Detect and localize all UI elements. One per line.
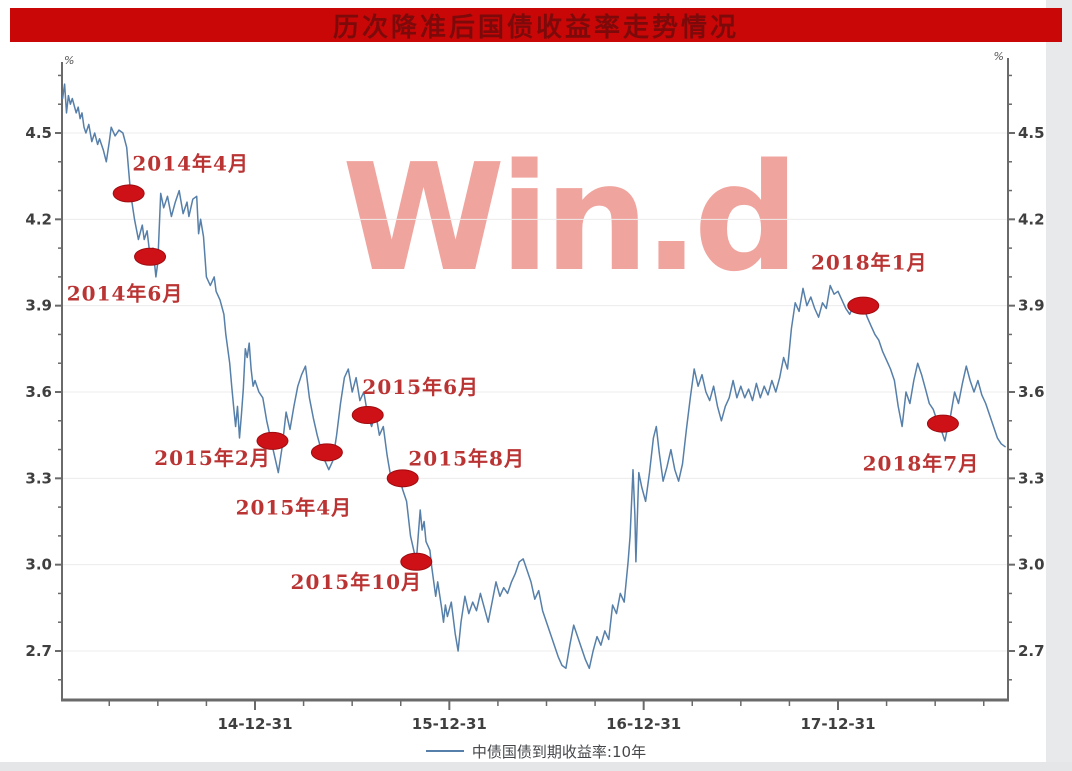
x-tick-label: 14-12-31 — [217, 715, 292, 733]
y-tick-label: 2.7 — [1018, 642, 1045, 660]
chart-title: 历次降准后国债收益率走势情况 — [332, 12, 739, 43]
rrr-cut-label: 2018年1月 — [811, 251, 928, 275]
rrr-cut-label: 2015年2月 — [154, 446, 271, 470]
rrr-cut-marker — [112, 184, 145, 203]
y-unit-label: % — [64, 54, 74, 67]
rrr-cut-marker — [256, 431, 289, 450]
y-tick-label: 3.0 — [25, 556, 52, 574]
bottom-edge-strip — [0, 762, 1072, 771]
y-tick-label: 3.3 — [25, 469, 52, 487]
chart-legend: 中债国债到期收益率:10年 — [0, 740, 1072, 762]
x-tick-label: 15-12-31 — [412, 715, 487, 733]
rrr-cut-marker — [400, 552, 433, 571]
legend-series-label: 中债国债到期收益率:10年 — [471, 742, 647, 761]
y-tick-label: 3.0 — [1018, 556, 1045, 574]
right-edge-strip — [1046, 0, 1072, 771]
y-tick-label: 4.2 — [25, 210, 52, 228]
yield-line — [61, 83, 1006, 670]
rrr-cut-label: 2018年7月 — [863, 452, 980, 476]
rrr-cut-marker — [386, 469, 419, 488]
rrr-cut-marker — [310, 443, 343, 462]
y-tick-label: 4.2 — [1018, 210, 1045, 228]
y-tick-label: 3.9 — [1018, 297, 1045, 315]
y-tick-label: 3.6 — [25, 383, 52, 401]
rrr-cut-marker — [134, 247, 167, 266]
rrr-cut-label: 2014年4月 — [132, 151, 249, 175]
y-unit-label: % — [994, 50, 1004, 63]
y-tick-label: 4.5 — [25, 124, 52, 142]
y-tick-label: 4.5 — [1018, 124, 1045, 142]
y-tick-label: 3.3 — [1018, 469, 1045, 487]
legend-line-swatch — [425, 750, 464, 752]
rrr-cut-marker — [847, 296, 880, 315]
rrr-cut-label: 2015年8月 — [408, 446, 525, 470]
y-tick-label: 2.7 — [25, 642, 52, 660]
wind-watermark: Win.d — [342, 132, 800, 304]
rrr-cut-marker — [926, 414, 959, 433]
chart-title-banner: 历次降准后国债收益率走势情况 — [10, 8, 1062, 43]
x-tick-label: 16-12-31 — [606, 715, 681, 733]
x-tick-label: 17-12-31 — [800, 715, 875, 733]
rrr-cut-label: 2014年6月 — [67, 282, 184, 306]
rrr-cut-marker — [351, 406, 384, 425]
y-tick-label: 3.9 — [25, 297, 52, 315]
rrr-cut-label: 2015年4月 — [236, 495, 353, 519]
rrr-cut-label: 2015年6月 — [362, 375, 479, 399]
y-tick-label: 3.6 — [1018, 383, 1045, 401]
rrr-cut-label: 2015年10月 — [291, 570, 423, 594]
